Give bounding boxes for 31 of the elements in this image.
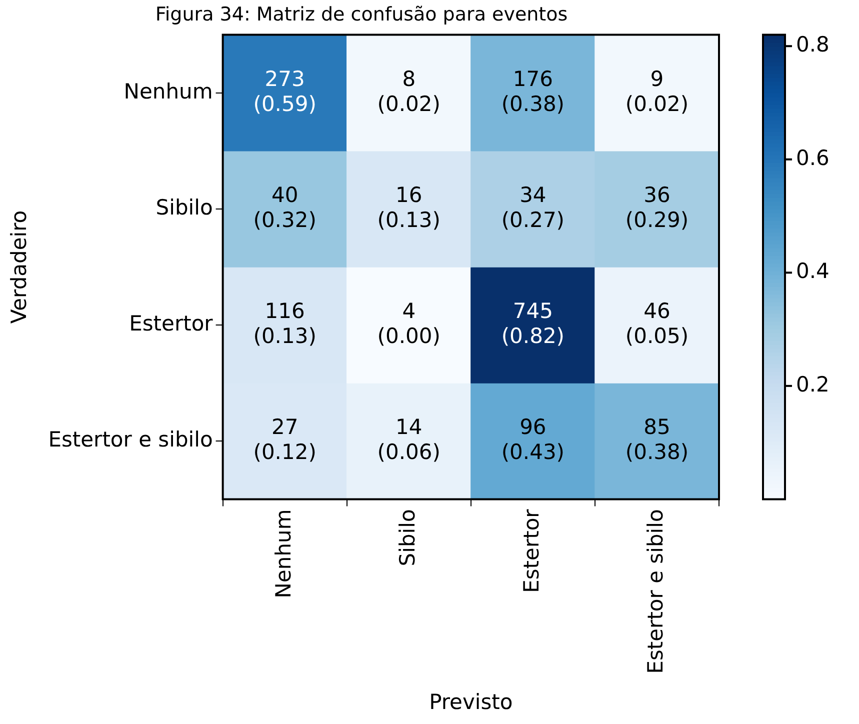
data-label: 8 (0.02) [377, 66, 440, 116]
data-label: 9 (0.02) [625, 66, 689, 116]
x-tick-label: Sibilo [395, 509, 420, 566]
data-label: 4 (0.00) [377, 299, 440, 348]
color-bar-label: 0.2 [796, 372, 830, 396]
y-axis-title: Verdadeiro [7, 210, 32, 324]
data-label: 96 (0.43) [501, 415, 565, 464]
x-tick-label: Nenhum [271, 509, 296, 598]
data-label: 16 (0.13) [377, 182, 440, 232]
x-tick-label: Estertor e sibilo [643, 509, 668, 674]
y-tick-label: Sibilo [156, 195, 213, 220]
data-label: 40 (0.32) [253, 182, 316, 232]
data-label: 36 (0.29) [625, 182, 689, 232]
color-bar-label: 0.6 [796, 146, 830, 170]
data-label: 46 (0.05) [625, 299, 689, 348]
data-label: 745 (0.82) [501, 299, 565, 348]
x-tick-label: Estertor [519, 508, 544, 593]
data-label: 14 (0.06) [377, 415, 440, 464]
data-label: 273 (0.59) [253, 66, 316, 116]
data-label: 85 (0.38) [625, 415, 689, 464]
x-axis-title: Previsto [429, 690, 513, 714]
y-tick-label: Estertor e sibilo [48, 428, 213, 452]
data-label: 176 (0.38) [501, 66, 565, 116]
data-label: 116 (0.13) [253, 299, 316, 348]
y-tick-label: Nenhum [124, 79, 213, 104]
data-label: 34 (0.27) [501, 182, 565, 232]
color-bar-label: 0.8 [796, 32, 830, 57]
data-label: 27 (0.12) [253, 415, 316, 464]
y-tick-label: Estertor [129, 312, 214, 336]
color-bar-label: 0.4 [796, 259, 830, 284]
chart-title: Figura 34: Matriz de confusão para eventos [155, 3, 568, 26]
